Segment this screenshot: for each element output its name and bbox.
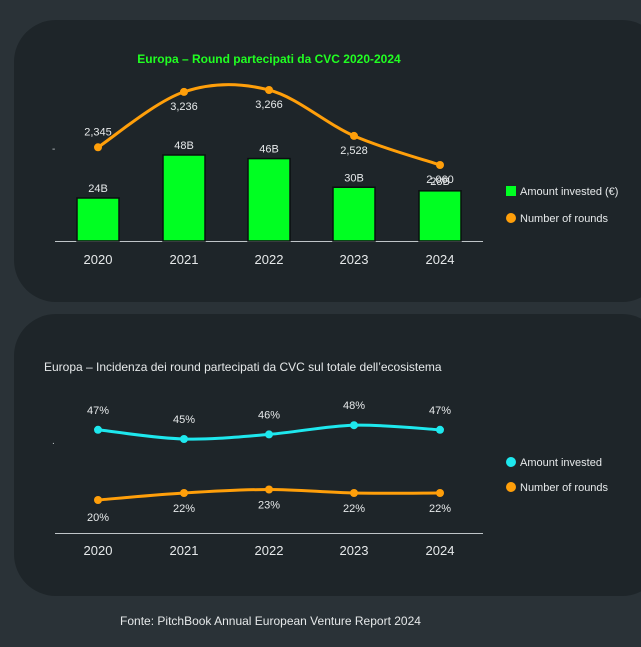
bar-value-label: 46B bbox=[259, 144, 279, 156]
x-tick-label: 2024 bbox=[426, 252, 455, 267]
legend-swatch-rounds bbox=[506, 213, 516, 223]
amount-point bbox=[350, 421, 358, 430]
bar bbox=[76, 197, 120, 242]
rounds-value-label: 2,345 bbox=[84, 126, 112, 138]
bar bbox=[332, 186, 376, 242]
rounds-point bbox=[94, 496, 102, 504]
legend-swatch-amount bbox=[506, 186, 516, 196]
x-tick-label: 2023 bbox=[340, 543, 369, 558]
rounds-point bbox=[436, 489, 444, 497]
x-tick-label: 2021 bbox=[170, 252, 199, 267]
rounds-point bbox=[180, 87, 188, 96]
amount-point bbox=[180, 435, 188, 443]
amount-value-label: 46% bbox=[258, 409, 280, 421]
rounds-value-label: 2,060 bbox=[426, 174, 454, 186]
rounds-point bbox=[94, 143, 102, 152]
rounds-point bbox=[350, 489, 358, 497]
amount-point bbox=[436, 425, 444, 434]
rounds-point bbox=[265, 485, 273, 494]
chart-title: Europa – Incidenza dei round partecipati… bbox=[44, 360, 442, 374]
rounds-value-label: 22% bbox=[429, 503, 451, 515]
legend-swatch-rounds bbox=[506, 482, 516, 492]
legend-label-rounds: Number of rounds bbox=[520, 482, 609, 494]
amount-point bbox=[94, 425, 102, 434]
chart-card-round-partecipati bbox=[14, 20, 641, 302]
rounds-point bbox=[180, 489, 188, 497]
x-tick-label: 2020 bbox=[84, 252, 113, 267]
axis-tick: . bbox=[52, 436, 55, 447]
x-tick-label: 2023 bbox=[340, 252, 369, 267]
rounds-point bbox=[265, 86, 273, 94]
amount-value-label: 45% bbox=[173, 414, 195, 426]
bar-value-label: 30B bbox=[344, 172, 364, 184]
x-tick-label: 2022 bbox=[255, 543, 284, 558]
rounds-value-label: 22% bbox=[343, 503, 365, 515]
source-note: Fonte: PitchBook Annual European Venture… bbox=[120, 614, 421, 628]
axis-tick: - bbox=[52, 144, 55, 155]
rounds-point bbox=[436, 161, 444, 169]
bar-value-label: 48B bbox=[174, 140, 194, 152]
amount-value-label: 47% bbox=[87, 405, 109, 417]
x-tick-label: 2021 bbox=[170, 543, 199, 558]
x-tick-label: 2024 bbox=[426, 543, 455, 558]
bar bbox=[162, 154, 206, 242]
legend-label-amount: Amount invested (€) bbox=[520, 186, 618, 198]
rounds-value-label: 2,528 bbox=[340, 145, 368, 157]
amount-value-label: 48% bbox=[343, 400, 365, 412]
legend-swatch-amount bbox=[506, 457, 516, 467]
chart-title: Europa – Round partecipati da CVC 2020-2… bbox=[137, 52, 401, 66]
rounds-point bbox=[350, 131, 358, 140]
x-tick-label: 2020 bbox=[84, 543, 113, 558]
rounds-value-label: 20% bbox=[87, 512, 109, 524]
rounds-value-label: 23% bbox=[258, 500, 280, 512]
rounds-value-label: 3,266 bbox=[255, 99, 283, 111]
legend-label-rounds: Number of rounds bbox=[520, 213, 609, 225]
amount-value-label: 47% bbox=[429, 405, 451, 417]
bar-value-label: 28B bbox=[430, 176, 450, 188]
rounds-value-label: 3,236 bbox=[170, 101, 198, 113]
bar bbox=[418, 190, 462, 242]
amount-point bbox=[265, 430, 273, 439]
x-tick-label: 2022 bbox=[255, 252, 284, 267]
bar bbox=[247, 157, 291, 242]
chart-card-incidenza bbox=[14, 314, 641, 596]
bar-value-label: 24B bbox=[88, 183, 108, 195]
legend-label-amount: Amount invested bbox=[520, 457, 602, 469]
rounds-value-label: 22% bbox=[173, 503, 195, 515]
